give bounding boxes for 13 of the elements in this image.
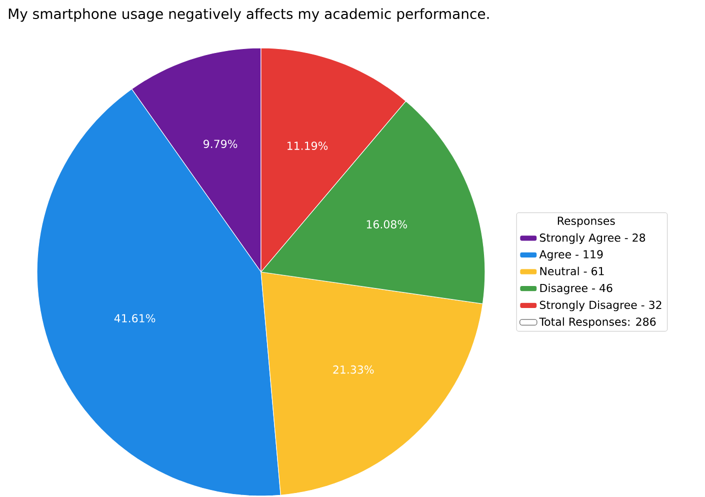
legend-label: Neutral - 61	[540, 266, 604, 276]
data-label: 9.79%	[204, 140, 238, 148]
legend-label: Strongly Agree - 28	[540, 233, 646, 244]
legend-label: Disagree - 46	[540, 284, 612, 294]
legend-title: Responses	[558, 216, 615, 228]
data-label: 41.61%	[114, 314, 156, 322]
data-label: 11.19%	[288, 142, 328, 150]
text: Total Responses: 286	[539, 317, 656, 328]
data-label: 21.33%	[333, 365, 374, 374]
legend-label: Strongly Disagree - 32	[540, 300, 662, 312]
data-label: 16.08%	[366, 220, 408, 228]
legend-label: Agree - 119	[539, 250, 603, 261]
chart-title: My smartphone usage negatively affects my academic performance.	[8, 8, 489, 22]
